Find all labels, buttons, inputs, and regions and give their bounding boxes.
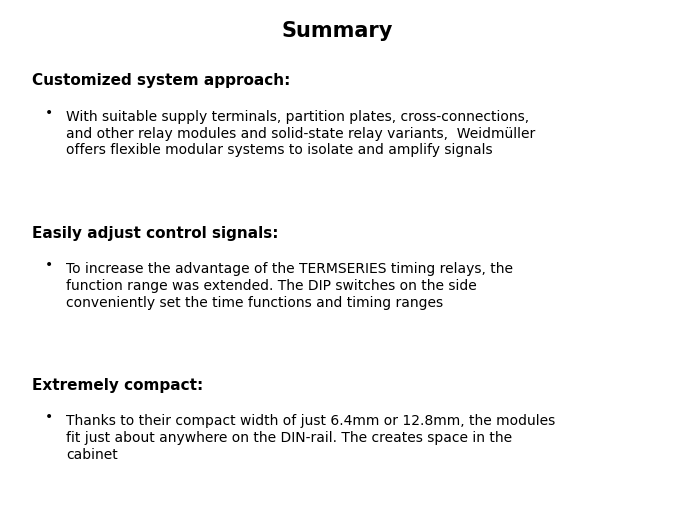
- Text: To increase the advantage of the TERMSERIES timing relays, the
function range wa: To increase the advantage of the TERMSER…: [66, 262, 513, 309]
- Text: •: •: [45, 106, 53, 120]
- Text: Summary: Summary: [282, 21, 393, 41]
- Text: With suitable supply terminals, partition plates, cross-connections,
and other r: With suitable supply terminals, partitio…: [66, 110, 535, 157]
- Text: Extremely compact:: Extremely compact:: [32, 377, 204, 392]
- Text: •: •: [45, 410, 53, 424]
- Text: Customized system approach:: Customized system approach:: [32, 73, 291, 88]
- Text: •: •: [45, 258, 53, 272]
- Text: Easily adjust control signals:: Easily adjust control signals:: [32, 225, 279, 240]
- Text: Thanks to their compact width of just 6.4mm or 12.8mm, the modules
fit just abou: Thanks to their compact width of just 6.…: [66, 414, 556, 461]
